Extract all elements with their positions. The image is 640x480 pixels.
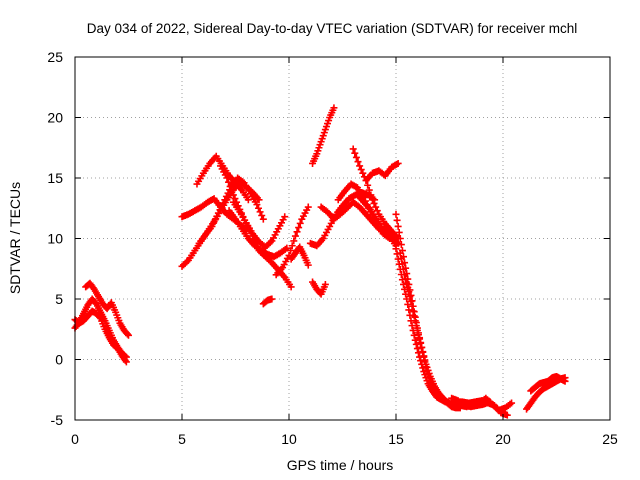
grid (75, 57, 610, 420)
series-arc-20 (353, 191, 400, 250)
marker-plus (396, 249, 464, 412)
y-tick-label: -5 (51, 412, 64, 428)
marker-plus (193, 152, 252, 204)
marker-plus (353, 191, 400, 250)
series-arc-15 (309, 104, 338, 167)
series-arc-24 (396, 249, 464, 412)
marker-plus (309, 104, 338, 167)
series-arc-13 (287, 243, 312, 269)
series-arc-11 (259, 295, 276, 308)
axis-ticks: 0 5 10 15 20 25 -5 0 5 10 15 20 25 (47, 49, 618, 447)
series-arc-27 (448, 394, 494, 411)
marker-plus (287, 243, 312, 269)
series-arc-9 (225, 207, 291, 261)
marker-plus (309, 278, 329, 298)
data-points (71, 104, 569, 419)
x-tick-label: 25 (602, 431, 618, 447)
marker-plus (229, 198, 289, 251)
x-tick-label: 5 (178, 431, 186, 447)
y-tick-label: 0 (55, 352, 63, 368)
marker-plus (527, 372, 569, 395)
series-arc-7 (193, 152, 252, 204)
x-tick-label: 0 (71, 431, 79, 447)
marker-plus (448, 394, 494, 411)
marker-plus (225, 207, 291, 261)
marker-plus (259, 295, 276, 308)
x-tick-label: 20 (495, 431, 511, 447)
y-tick-label: 25 (47, 49, 63, 65)
x-axis-label: GPS time / hours (287, 457, 394, 473)
marker-plus (362, 159, 402, 184)
marker-plus (349, 145, 402, 242)
y-tick-label: 20 (47, 110, 63, 126)
y-tick-label: 5 (55, 291, 63, 307)
marker-plus (272, 203, 312, 279)
marker-plus (82, 279, 132, 339)
series-arc-23 (390, 235, 453, 407)
series-arc-19 (349, 145, 402, 242)
x-tick-label: 15 (388, 431, 404, 447)
x-tick-label: 10 (281, 431, 297, 447)
series-arc-3 (82, 279, 132, 339)
series-arc-29 (527, 372, 569, 395)
series-arc-12 (272, 203, 312, 279)
series-arc-16 (309, 278, 329, 298)
y-tick-label: 15 (47, 170, 63, 186)
series-arc-21 (362, 159, 402, 184)
chart-title: Day 034 of 2022, Sidereal Day-to-day VTE… (87, 21, 577, 36)
series-arc-10 (229, 198, 289, 251)
y-axis-label: SDTVAR / TECUs (7, 182, 23, 294)
y-tick-label: 10 (47, 231, 63, 247)
marker-plus (390, 235, 453, 407)
